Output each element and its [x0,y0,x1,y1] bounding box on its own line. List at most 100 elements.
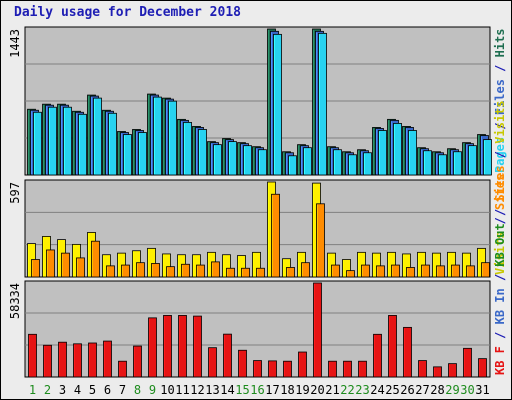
bar-pages-day-23 [363,152,372,176]
bar-kb-f-day-27 [418,360,427,378]
chart-title: Daily usage for December 2018 [14,5,241,20]
bar-pages-day-4 [78,113,87,176]
legend-entry-hits: Hits [493,28,507,57]
bar-pages-day-13 [213,144,222,176]
bar-pages-day-21 [333,149,342,176]
bar-sites-day-28 [436,265,445,278]
bar-sites-day-16 [256,267,265,278]
bar-pages-day-9 [153,96,162,176]
x-tick-label-day-29: 29 [445,383,459,397]
bar-pages-day-10 [168,100,177,176]
legend-separator: / [493,144,507,166]
x-tick-label-day-23: 23 [355,383,369,397]
bar-sites-day-19 [301,262,310,278]
bar-sites-day-29 [451,264,460,278]
x-tick-label-day-21: 21 [325,383,339,397]
bar-pages-day-7 [123,134,132,176]
bar-sites-day-25 [391,264,400,278]
bar-sites-day-5 [91,240,100,278]
bar-pages-day-16 [258,149,267,176]
bar-sites-day-13 [211,261,220,278]
bar-kb-f-day-14 [223,333,232,378]
x-tick-label-day-14: 14 [220,383,234,397]
bar-kb-f-day-30 [463,347,472,378]
legend-entry-sites: Sites [493,174,507,210]
bar-pages-day-31 [483,139,492,176]
bar-pages-day-14 [228,141,237,176]
x-tick-label-day-30: 30 [460,383,474,397]
bar-kb-f-day-7 [118,360,127,378]
legend-entry-sites: Sites [493,165,507,201]
x-tick-label-day-3: 3 [59,383,66,397]
bar-kb-f-day-3 [58,341,67,378]
bar-sites-day-17 [271,193,280,278]
x-tick-label-day-16: 16 [250,383,264,397]
bar-pages-day-18 [288,155,297,176]
bar-kb-f-day-13 [208,347,217,378]
bar-pages-day-22 [348,154,357,176]
x-tick-label-day-18: 18 [280,383,294,397]
panel-bottom-legend: KB F / KB In / KB Out / Sites / Visits [493,100,507,375]
bar-pages-day-26 [408,130,417,176]
panel-middle-legend: Visits / Sites [493,174,507,275]
axis-max-label: 58334 [8,283,22,319]
axis-max-label: 597 [8,182,22,204]
bar-pages-day-29 [453,151,462,176]
x-tick-label-day-22: 22 [340,383,354,397]
bar-kb-f-day-9 [148,317,157,378]
bar-kb-f-day-25 [388,315,397,378]
bar-pages-day-25 [393,122,402,176]
axis-max-label: 1443 [8,29,22,58]
bar-kb-f-day-1 [28,333,37,378]
x-tick-label-day-8: 8 [134,383,141,397]
bar-kb-f-day-31 [478,358,487,378]
x-tick-label-day-13: 13 [205,383,219,397]
bar-sites-day-4 [76,257,85,278]
bar-kb-f-day-29 [448,363,457,378]
bar-sites-day-7 [121,264,130,278]
bar-sites-day-3 [61,252,70,278]
bar-kb-f-day-18 [283,360,292,378]
x-tick-label-day-15: 15 [235,383,249,397]
bar-pages-day-27 [423,150,432,176]
bar-sites-day-9 [151,263,160,278]
bar-sites-day-24 [376,265,385,278]
bar-kb-f-day-15 [238,349,247,378]
x-tick-label-day-19: 19 [295,383,309,397]
bar-sites-day-18 [286,267,295,278]
bar-kb-f-day-4 [73,343,82,378]
legend-entry-files: Files [493,79,507,115]
bar-pages-day-2 [48,106,57,176]
bar-kb-f-day-24 [373,333,382,378]
x-tick-label-day-7: 7 [119,383,126,397]
bar-sites-day-20 [316,203,325,278]
x-tick-label-day-31: 31 [475,383,489,397]
legend-entry-kb-f: KB F [493,346,507,375]
bar-pages-day-24 [378,130,387,176]
bar-sites-day-23 [361,264,370,278]
bar-kb-f-day-22 [343,360,352,378]
bar-sites-day-12 [196,264,205,278]
bar-sites-day-2 [46,249,55,278]
bar-pages-day-11 [183,121,192,176]
bar-kb-f-day-28 [433,366,442,378]
bar-sites-day-15 [241,267,250,278]
legend-entry-visits: Visits [493,100,507,143]
legend-separator: / [493,115,507,137]
bar-sites-day-6 [106,265,115,278]
bar-pages-day-19 [303,147,312,176]
bar-pages-day-28 [438,154,447,176]
bar-sites-day-26 [406,267,415,278]
x-tick-label-day-10: 10 [160,383,174,397]
x-tick-label-day-9: 9 [149,383,156,397]
x-tick-label-day-25: 25 [385,383,399,397]
bar-pages-day-12 [198,129,207,176]
bar-sites-day-10 [166,266,175,278]
x-tick-label-day-4: 4 [74,383,81,397]
bar-kb-f-day-23 [358,360,367,378]
x-tick-label-day-5: 5 [89,383,96,397]
x-tick-label-day-24: 24 [370,383,384,397]
bar-pages-day-15 [243,145,252,176]
bar-kb-f-day-17 [268,360,277,378]
